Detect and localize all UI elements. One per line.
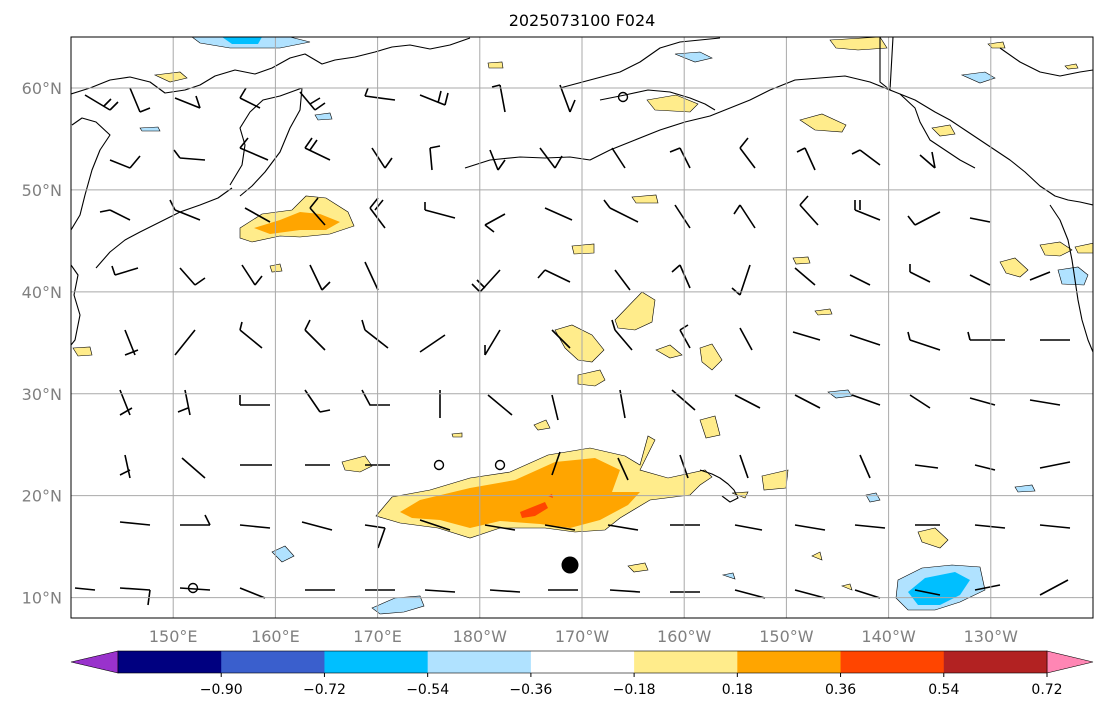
- colorbar-tick-label: 0.18: [722, 682, 753, 698]
- coastlines: [71, 37, 1093, 503]
- longitude-label: 150°W: [759, 627, 814, 646]
- latitude-label: 10°N: [22, 589, 62, 608]
- colorbar-segment: [634, 651, 738, 673]
- colorbar-tick-label: 0.36: [825, 682, 856, 698]
- longitude-label: 160°E: [251, 627, 300, 646]
- colorbar-tick-label: −0.72: [303, 682, 346, 698]
- map-frame: [70, 36, 1094, 619]
- map-area: [71, 37, 1093, 618]
- colorbar-segment: [221, 651, 325, 673]
- latitude-label: 60°N: [22, 79, 62, 98]
- colorbar-extend-min: [70, 650, 119, 674]
- gridlines: [71, 37, 1093, 618]
- longitude-label: 130°W: [964, 627, 1019, 646]
- colorbar-tick-label: −0.90: [200, 682, 243, 698]
- colorbar-extend-max: [1046, 650, 1094, 674]
- colorbar-tick-label: −0.18: [613, 682, 656, 698]
- wind-barbs: [74, 84, 1071, 606]
- longitude-label: 160°W: [657, 627, 712, 646]
- shaded-field: [72, 37, 1093, 615]
- colorbar-frame: [117, 650, 1048, 674]
- colorbar-segment: [324, 651, 429, 673]
- colorbar-segment: [530, 651, 635, 673]
- colorbar-segment: [118, 651, 222, 673]
- colorbar: [70, 650, 1094, 674]
- longitude-labels: 150°E 160°E 170°E 180°W 170°W 160°W 150°W 140°W…: [149, 627, 1018, 646]
- longitude-label: 170°W: [555, 627, 610, 646]
- colorbar-tick-label: −0.54: [406, 682, 449, 698]
- colorbar-tick-labels: −0.90 −0.72 −0.54 −0.36 −0.18 0.18 0.36 0.54 0.7…: [200, 673, 1063, 698]
- latitude-labels: 60°N 50°N 40°N 30°N 20°N 10°N: [22, 79, 62, 608]
- colorbar-tick-label: −0.36: [509, 682, 552, 698]
- longitude-label: 150°E: [149, 627, 198, 646]
- colorbar-segment: [427, 651, 532, 673]
- calm-wind-markers: [187, 91, 629, 594]
- latitude-label: 20°N: [22, 487, 62, 506]
- colorbar-segment: [840, 651, 945, 673]
- colorbar-tick-label: 0.54: [928, 682, 959, 698]
- latitude-label: 30°N: [22, 385, 62, 404]
- longitude-label: 180°W: [453, 627, 508, 646]
- colorbar-segment: [943, 651, 1048, 673]
- colorbar-segment: [737, 651, 842, 673]
- colorbar-tick-label: 0.72: [1031, 682, 1062, 698]
- longitude-label: 170°E: [353, 627, 402, 646]
- location-marker: [561, 556, 579, 574]
- longitude-label: 140°W: [861, 627, 916, 646]
- latitude-label: 50°N: [22, 181, 62, 200]
- figure-title: 2025073100 F024: [509, 11, 656, 30]
- latitude-label: 40°N: [22, 283, 62, 302]
